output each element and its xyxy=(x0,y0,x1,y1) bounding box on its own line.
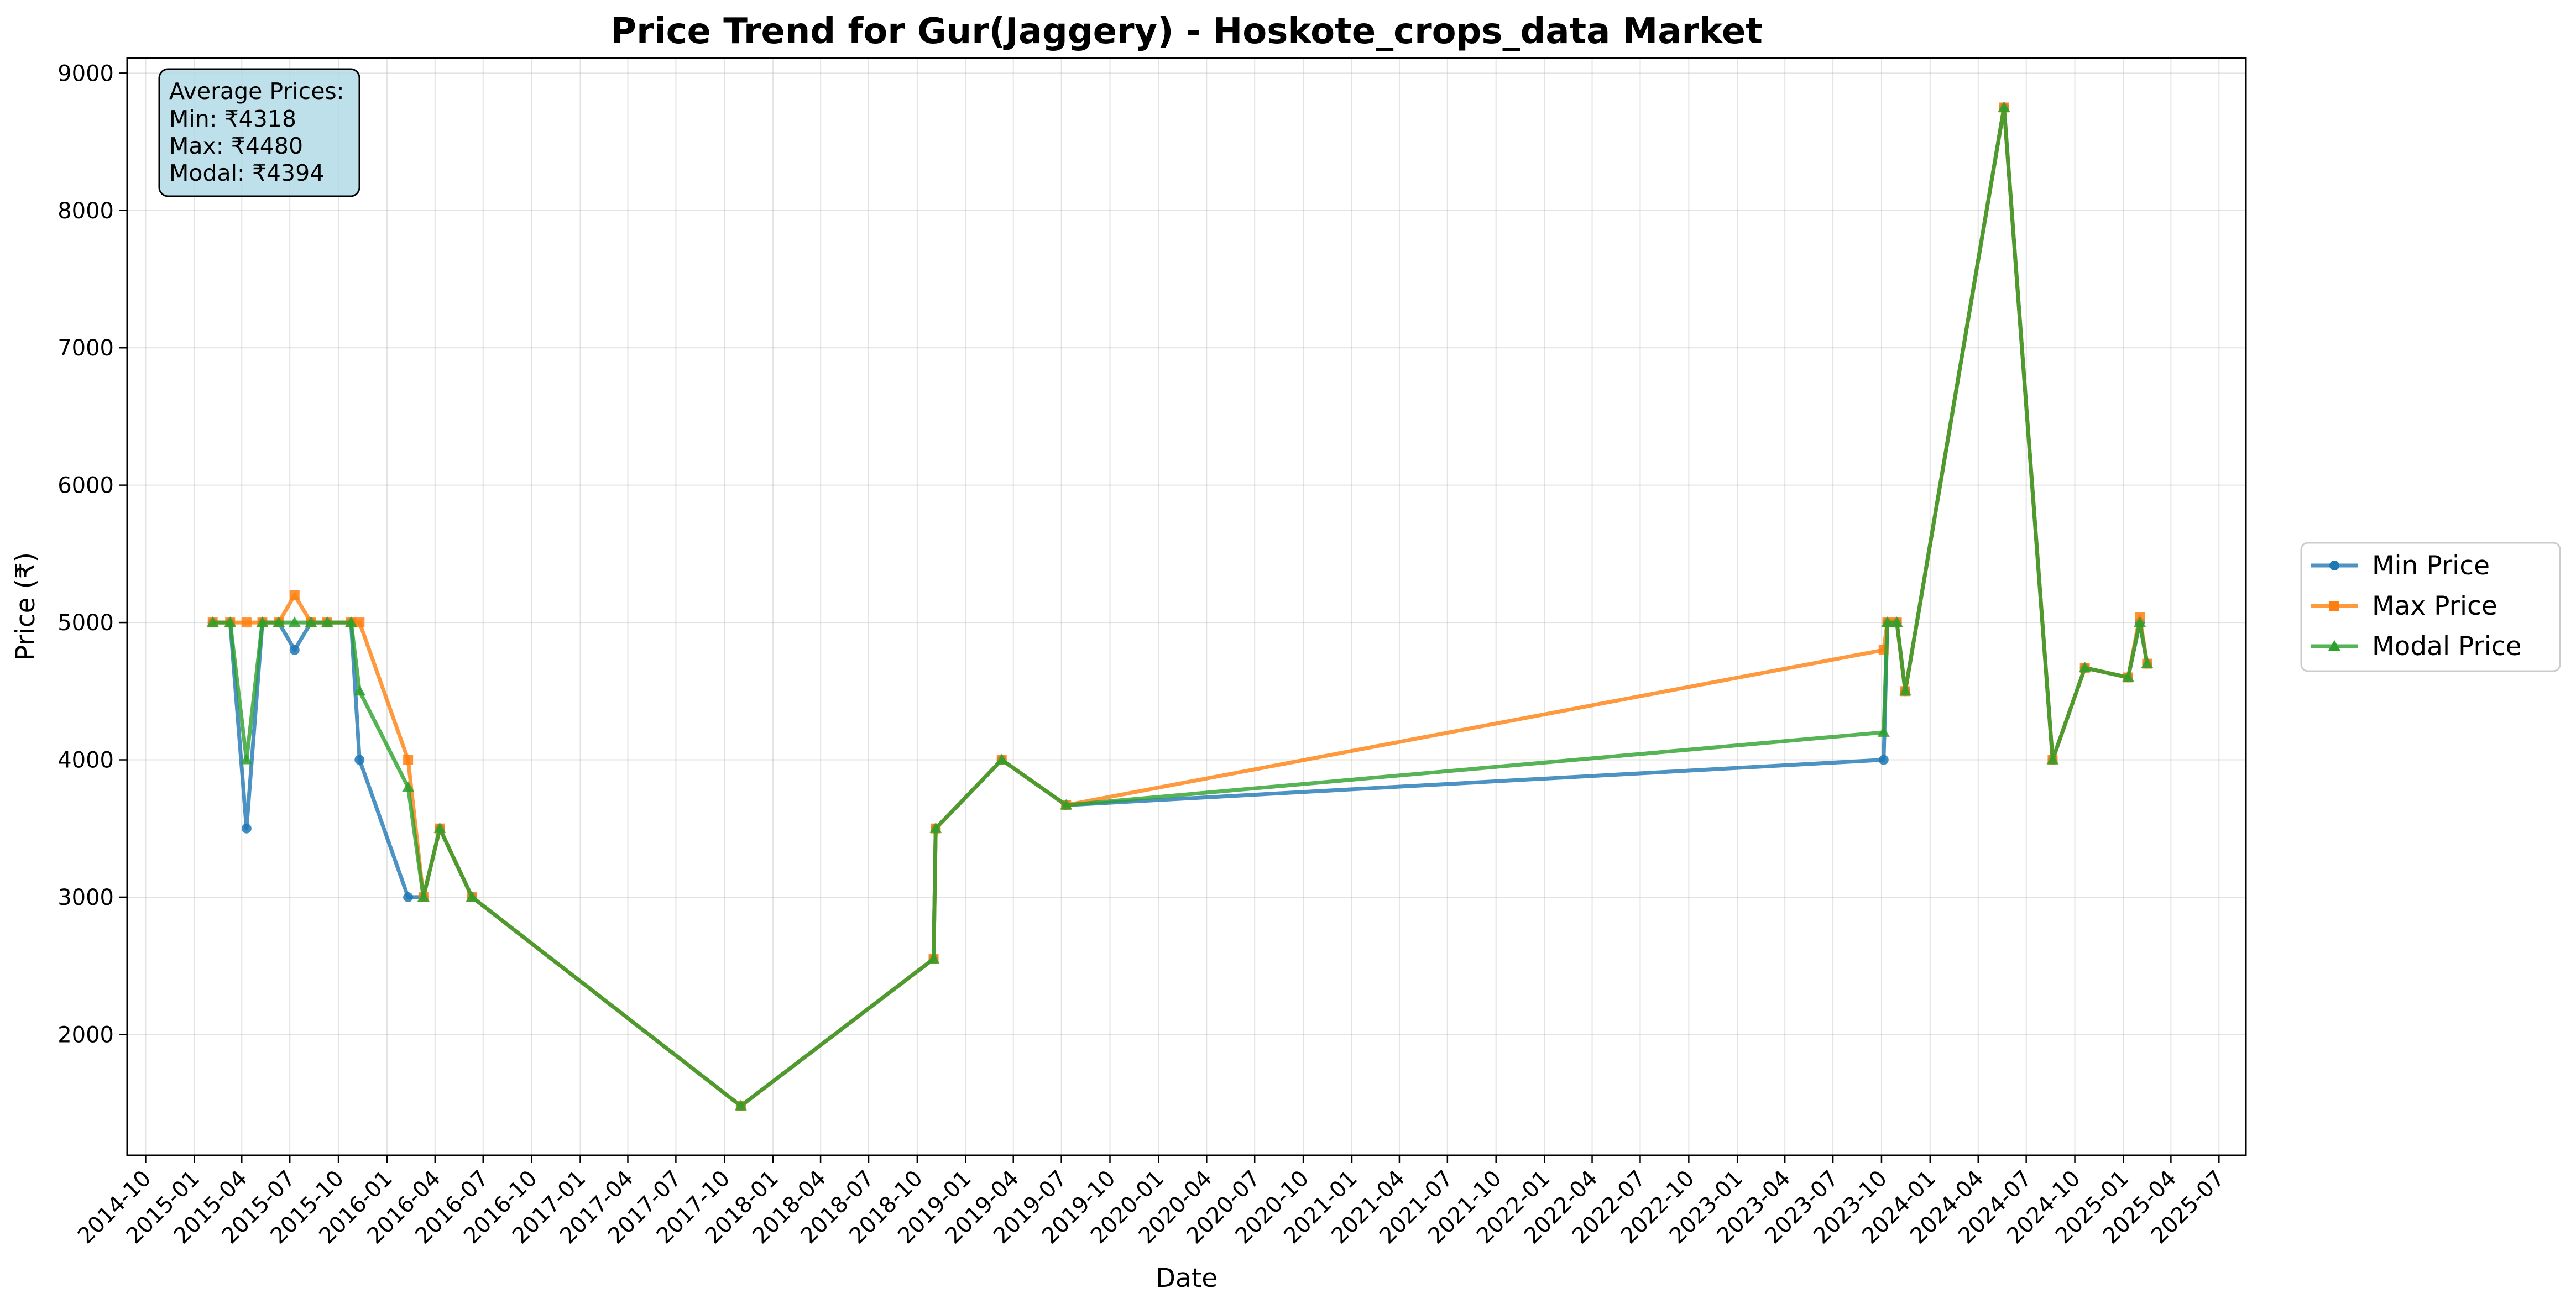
plot-frame xyxy=(126,57,2247,1156)
series-layer xyxy=(206,101,2154,1111)
data-point-modal-price xyxy=(1060,799,1073,810)
data-point-modal-price xyxy=(240,753,253,765)
data-point-max-price xyxy=(403,755,414,765)
data-point-modal-price xyxy=(2078,662,2091,673)
y-axis: 2000 3000 4000 5000 6000 7000 8000 9000 xyxy=(58,61,127,1048)
y-tick-label: 6000 xyxy=(58,473,114,499)
x-axis-label: Date xyxy=(1156,1263,1218,1294)
legend-entry-max-price: Max Price xyxy=(2311,591,2497,621)
data-point-modal-price xyxy=(1899,685,1911,696)
average-prices-box: Average Prices: Min: ₹4318 Max: ₹4480 Mo… xyxy=(158,68,360,197)
data-point-modal-price xyxy=(2046,753,2059,765)
legend-marker-modal-price xyxy=(2328,640,2340,651)
average-min-price: Min: ₹4318 xyxy=(169,106,296,132)
data-point-modal-price xyxy=(305,616,317,627)
y-tick-label: 3000 xyxy=(58,885,114,910)
data-point-modal-price xyxy=(353,685,366,696)
average-prices-heading: Average Prices: xyxy=(169,78,344,104)
data-point-modal-price xyxy=(224,616,237,627)
series-modal-price xyxy=(206,101,2154,1111)
y-tick-label: 7000 xyxy=(58,336,114,361)
data-point-min-price xyxy=(289,645,300,655)
data-point-modal-price xyxy=(2134,616,2146,627)
legend-frame xyxy=(2300,542,2561,672)
data-point-modal-price xyxy=(734,1099,747,1111)
data-point-modal-price xyxy=(927,952,940,964)
data-point-modal-price xyxy=(256,616,269,627)
average-max-price: Max: ₹4480 xyxy=(169,133,303,159)
data-point-min-price xyxy=(403,892,414,902)
data-point-min-price xyxy=(241,823,252,834)
legend: Min Price Max Price Modal Price xyxy=(2300,542,2561,672)
legend-label-min-price: Min Price xyxy=(2372,551,2490,581)
data-point-min-price xyxy=(354,755,365,765)
data-point-modal-price xyxy=(417,891,430,902)
grid-layer xyxy=(127,58,2246,1155)
y-axis-label: Price (₹) xyxy=(11,552,41,661)
data-point-min-price xyxy=(1878,755,1889,765)
data-point-max-price xyxy=(241,617,252,628)
data-point-modal-price xyxy=(1877,726,1890,737)
data-point-modal-price xyxy=(1881,616,1894,627)
legend-entry-min-price: Min Price xyxy=(2311,551,2490,581)
data-point-modal-price xyxy=(1998,101,2010,112)
y-tick-label: 8000 xyxy=(58,198,114,224)
average-prices-box-bg xyxy=(158,68,360,197)
data-point-modal-price xyxy=(344,616,357,627)
data-point-max-price xyxy=(354,617,365,628)
average-modal-price: Modal: ₹4394 xyxy=(169,160,324,186)
legend-label-modal-price: Modal Price xyxy=(2372,631,2522,662)
data-point-max-price xyxy=(289,590,300,600)
legend-marker-max-price xyxy=(2329,601,2339,611)
data-point-modal-price xyxy=(995,753,1008,765)
data-point-modal-price xyxy=(402,781,415,792)
data-point-modal-price xyxy=(466,891,478,902)
legend-label-max-price: Max Price xyxy=(2372,591,2497,621)
y-tick-label: 2000 xyxy=(58,1022,114,1048)
data-point-modal-price xyxy=(288,616,301,627)
data-point-modal-price xyxy=(321,616,333,627)
y-tick-label: 5000 xyxy=(58,610,114,636)
data-point-modal-price xyxy=(929,822,942,833)
data-point-modal-price xyxy=(2141,657,2154,668)
chart-title: Price Trend for Gur(Jaggery) - Hoskote_c… xyxy=(610,11,1763,52)
legend-marker-min-price xyxy=(2329,561,2339,570)
data-point-modal-price xyxy=(1890,616,1903,627)
y-tick-label: 9000 xyxy=(58,61,114,86)
data-point-modal-price xyxy=(2122,671,2135,682)
data-point-modal-price xyxy=(206,616,219,627)
data-point-modal-price xyxy=(433,822,446,833)
data-point-modal-price xyxy=(273,616,285,627)
legend-entry-modal-price: Modal Price xyxy=(2311,631,2522,662)
y-tick-label: 4000 xyxy=(58,748,114,773)
